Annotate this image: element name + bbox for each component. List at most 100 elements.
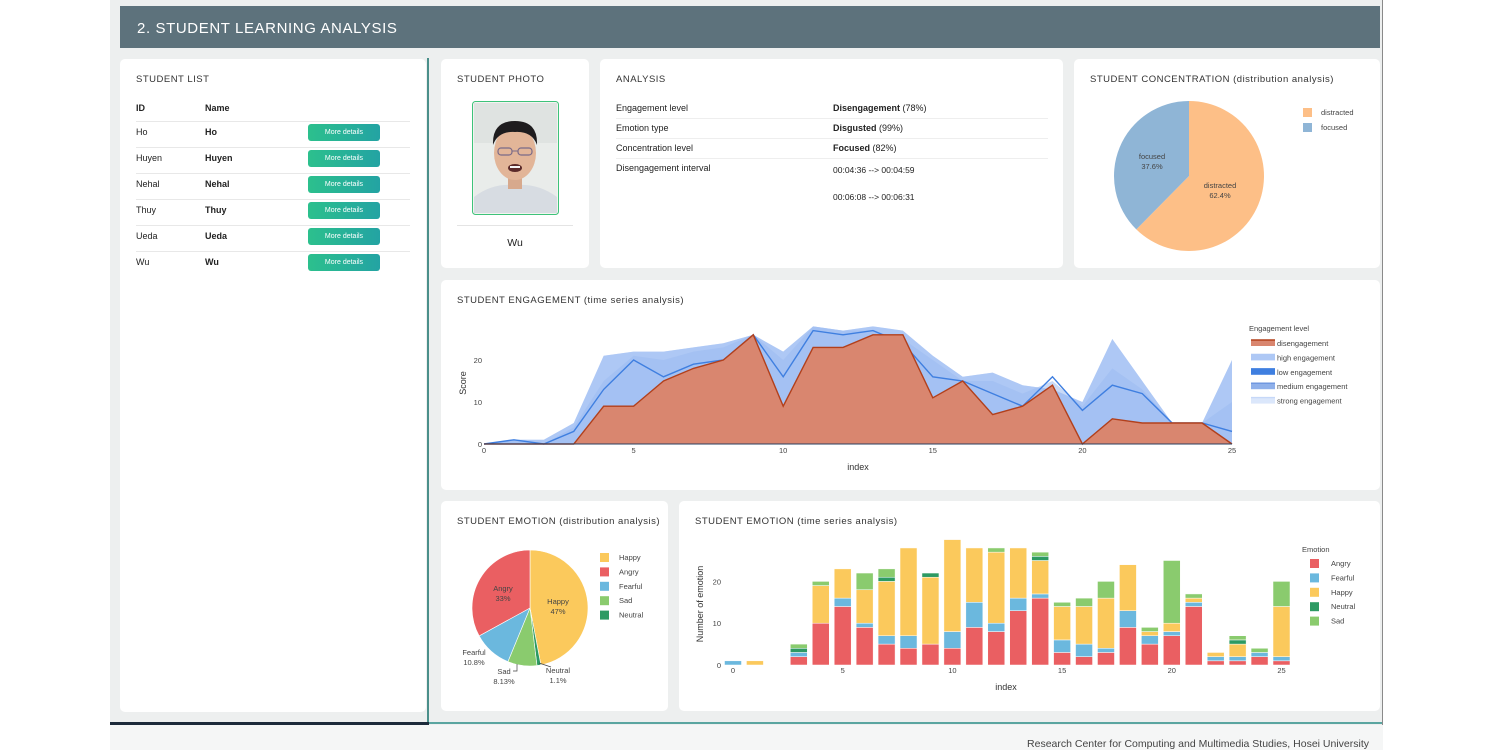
bar-happy[interactable] [1272, 606, 1291, 657]
legend-item-angry[interactable]: Angry [1331, 559, 1351, 568]
legend-item-happy[interactable]: Happy [1331, 588, 1353, 597]
bar-fearful[interactable] [833, 597, 852, 607]
legend-item-strong-engagement[interactable]: strong engagement [1277, 397, 1343, 406]
bar-angry[interactable] [877, 643, 896, 666]
bar-happy[interactable] [943, 539, 962, 632]
bar-fearful[interactable] [1119, 610, 1137, 628]
legend-item-medium-engagement[interactable]: medium engagement [1277, 382, 1348, 391]
bar-happy[interactable] [1228, 643, 1247, 657]
bar-fearful[interactable] [1250, 652, 1269, 657]
bar-angry[interactable] [790, 656, 808, 666]
bar-happy[interactable] [1075, 606, 1093, 645]
bar-sad[interactable] [1031, 551, 1049, 557]
bar-sad[interactable] [812, 581, 830, 586]
pie-slice-happy[interactable] [529, 549, 589, 666]
bar-angry[interactable] [1097, 652, 1115, 666]
bar-happy[interactable] [1053, 606, 1071, 641]
bar-angry[interactable] [1009, 610, 1027, 666]
legend-item-sad[interactable]: Sad [619, 596, 632, 605]
bar-angry[interactable] [855, 627, 874, 666]
more-details-button[interactable]: More details [308, 124, 380, 141]
pie-slice-distracted[interactable] [1136, 101, 1264, 251]
bar-sad[interactable] [1097, 581, 1115, 599]
legend-item-neutral[interactable]: Neutral [1331, 602, 1356, 611]
legend-item-sad[interactable]: Sad [1331, 617, 1344, 626]
bar-fearful[interactable] [855, 622, 874, 628]
more-details-button[interactable]: More details [308, 150, 380, 167]
legend-item-high-engagement[interactable]: high engagement [1277, 353, 1336, 362]
bar-angry[interactable] [1272, 660, 1291, 666]
bar-fearful[interactable] [1272, 656, 1291, 662]
bar-fearful[interactable] [1206, 656, 1225, 662]
bar-fearful[interactable] [1184, 602, 1203, 607]
bar-neutral[interactable] [877, 576, 896, 582]
pie-slice-angry[interactable] [471, 549, 531, 637]
bar-angry[interactable] [1228, 660, 1247, 666]
bar-happy[interactable] [1163, 622, 1181, 632]
bar-neutral[interactable] [1031, 556, 1049, 561]
bar-sad[interactable] [1053, 602, 1071, 607]
bar-happy[interactable] [965, 547, 984, 603]
bar-happy[interactable] [899, 547, 918, 636]
bar-fearful[interactable] [987, 622, 1006, 632]
bar-angry[interactable] [965, 627, 984, 666]
bar-angry[interactable] [812, 622, 830, 666]
more-details-button[interactable]: More details [308, 176, 380, 193]
legend-item-low-engagement[interactable]: low engagement [1277, 368, 1333, 377]
bar-fearful[interactable] [1141, 635, 1159, 645]
bar-happy[interactable] [812, 585, 830, 624]
bar-sad[interactable] [1272, 581, 1291, 607]
bar-angry[interactable] [1031, 597, 1049, 666]
more-details-button[interactable]: More details [308, 254, 380, 271]
bar-angry[interactable] [1163, 635, 1181, 666]
bar-angry[interactable] [1141, 643, 1159, 666]
bar-fearful[interactable] [1031, 593, 1049, 599]
bar-angry[interactable] [899, 648, 918, 666]
bar-sad[interactable] [1250, 648, 1269, 653]
bar-sad[interactable] [1163, 560, 1181, 624]
bar-fearful[interactable] [1228, 656, 1247, 662]
legend-item-happy[interactable]: Happy [619, 553, 641, 562]
bar-happy[interactable] [833, 568, 852, 599]
more-details-button[interactable]: More details [308, 202, 380, 219]
bar-fearful[interactable] [790, 652, 808, 657]
bar-angry[interactable] [833, 606, 852, 666]
bar-happy[interactable] [1119, 564, 1137, 611]
bar-sad[interactable] [877, 568, 896, 578]
bar-fearful[interactable] [1163, 631, 1181, 636]
bar-happy[interactable] [746, 660, 764, 666]
bar-neutral[interactable] [921, 572, 940, 578]
bar-fearful[interactable] [1053, 639, 1071, 653]
bar-angry[interactable] [1119, 627, 1137, 666]
bar-fearful[interactable] [943, 631, 962, 649]
more-details-button[interactable]: More details [308, 228, 380, 245]
bar-happy[interactable] [1184, 597, 1203, 603]
legend-item-fearful[interactable]: Fearful [619, 582, 643, 591]
bar-neutral[interactable] [1228, 639, 1247, 645]
legend-item-disengagement[interactable]: disengagement [1277, 339, 1329, 348]
bar-fearful[interactable] [1009, 597, 1027, 611]
bar-happy[interactable] [1141, 631, 1159, 636]
bar-happy[interactable] [1206, 652, 1225, 657]
legend-item-angry[interactable]: Angry [619, 567, 639, 576]
legend-item-fearful[interactable]: Fearful [1331, 573, 1355, 582]
bar-angry[interactable] [921, 643, 940, 666]
bar-angry[interactable] [1206, 660, 1225, 666]
legend-item-distracted[interactable]: distracted [1321, 108, 1354, 117]
bar-neutral[interactable] [790, 648, 808, 653]
bar-happy[interactable] [1009, 547, 1027, 599]
bar-happy[interactable] [1097, 597, 1115, 649]
bar-angry[interactable] [987, 631, 1006, 666]
bar-sad[interactable] [1184, 593, 1203, 599]
bar-happy[interactable] [987, 551, 1006, 624]
bar-fearful[interactable] [1075, 643, 1093, 657]
bar-fearful[interactable] [1097, 648, 1115, 653]
bar-angry[interactable] [943, 648, 962, 666]
bar-angry[interactable] [1053, 652, 1071, 666]
legend-item-focused[interactable]: focused [1321, 123, 1347, 132]
bar-fearful[interactable] [877, 635, 896, 645]
bar-fearful[interactable] [724, 660, 742, 666]
bar-happy[interactable] [877, 581, 896, 636]
bar-happy[interactable] [855, 589, 874, 624]
bar-fearful[interactable] [965, 602, 984, 628]
